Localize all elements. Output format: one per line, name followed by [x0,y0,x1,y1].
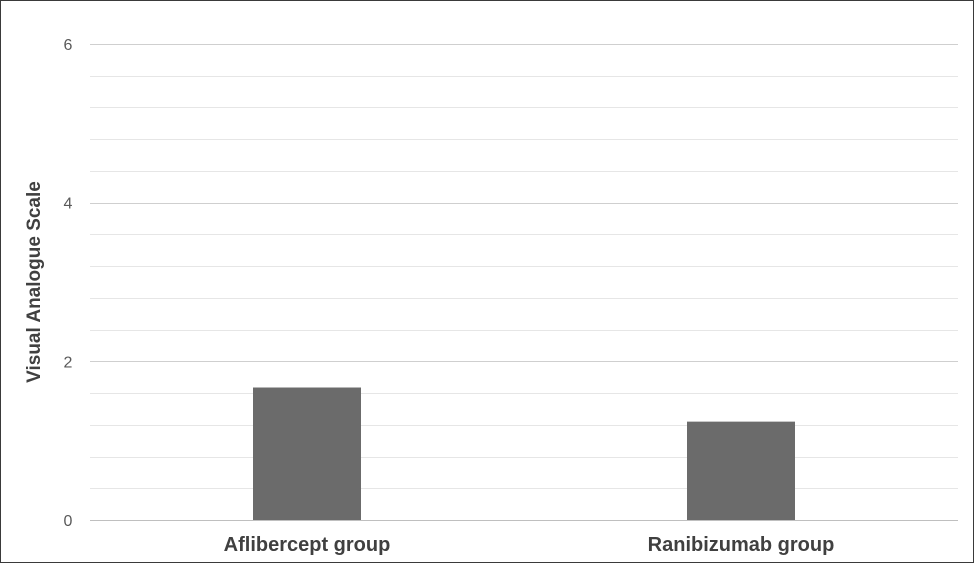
y-axis-title: Visual Analogue Scale [24,181,45,383]
category-labels: Aflibercept group Ranibizumab group [224,534,835,556]
y-tick-labels: 0 2 4 6 [64,37,73,530]
bars [253,387,795,520]
y-tick-label: 4 [64,196,73,213]
category-label: Aflibercept group [224,534,391,556]
y-tick-label: 6 [64,37,73,54]
y-tick-label: 2 [64,354,73,371]
gridlines [90,44,958,521]
bar-ranibizumab-group [687,421,795,520]
y-tick-label: 0 [64,513,73,530]
category-label: Ranibizumab group [648,534,835,556]
bar-aflibercept-group [253,387,361,520]
